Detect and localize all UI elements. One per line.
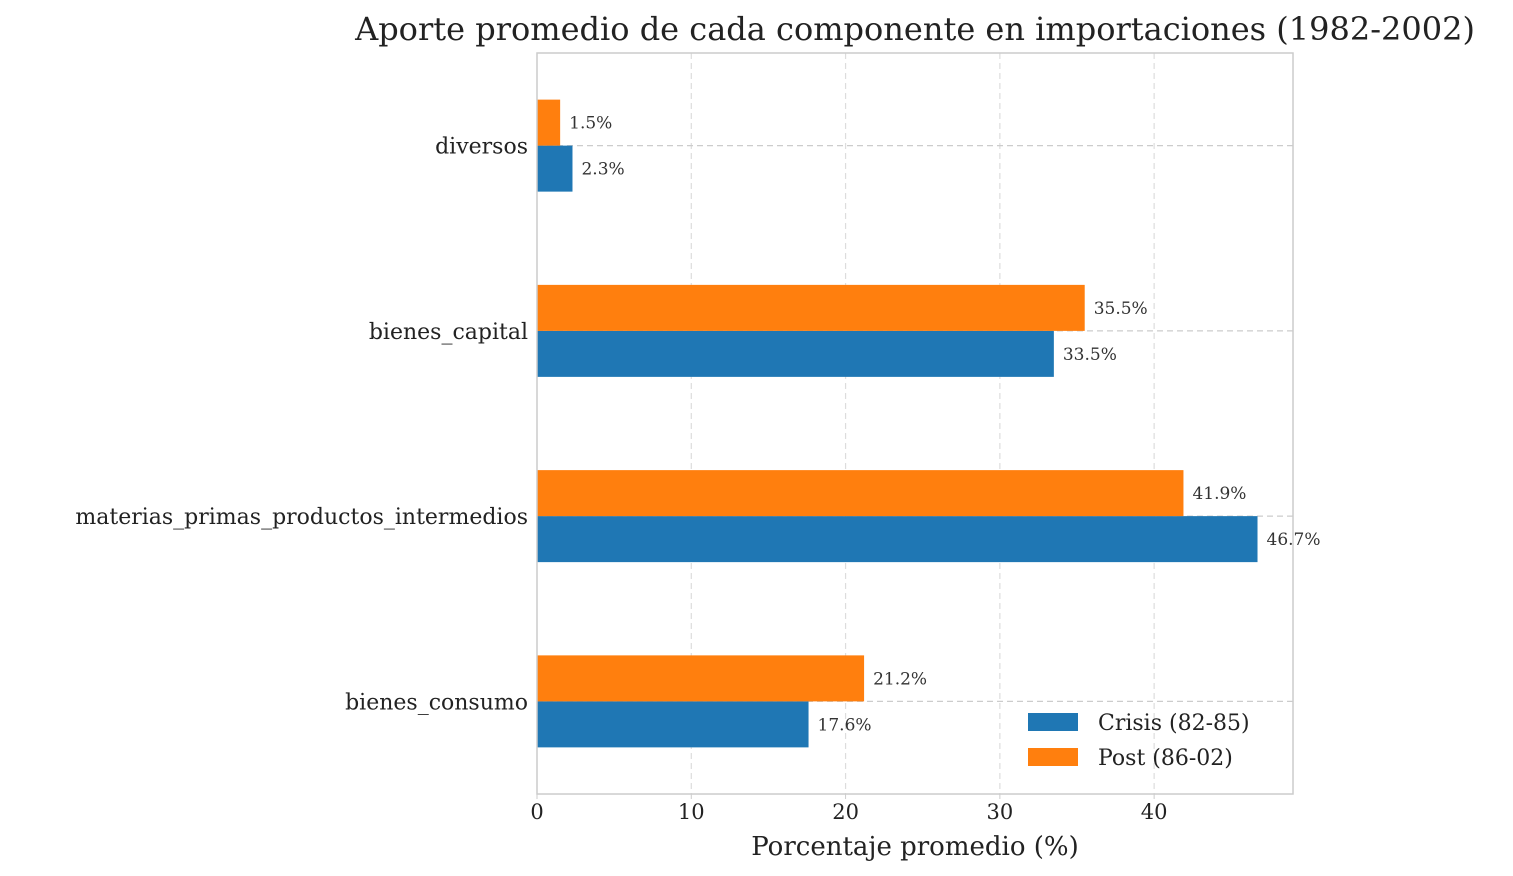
x-tick-label: 30 [986, 800, 1013, 824]
y-tick-label: bienes_capital [369, 320, 528, 345]
bar [537, 701, 809, 748]
x-tick-label: 0 [530, 800, 543, 824]
data-label: 33.5% [1063, 345, 1117, 365]
bars: 2.3%1.5%33.5%35.5%46.7%41.9%17.6%21.2% [537, 99, 1321, 748]
y-axis: diversos bienes_capital materias_primas_pr… [75, 135, 528, 716]
legend-swatch [1028, 713, 1078, 731]
bar [537, 655, 865, 702]
data-label: 35.5% [1094, 299, 1148, 319]
legend: Crisis (82-85) Post (86-02) [1028, 711, 1250, 771]
y-tick-label: bienes_consumo [345, 690, 528, 715]
x-tick-label: 40 [1141, 800, 1168, 824]
legend-label: Post (86-02) [1098, 746, 1233, 771]
bar [537, 284, 1085, 331]
data-label: 41.9% [1192, 484, 1246, 504]
bar [537, 516, 1258, 563]
legend-swatch [1028, 748, 1078, 766]
data-label: 21.2% [873, 669, 927, 689]
bar [537, 470, 1184, 517]
y-tick-label: diversos [435, 135, 528, 160]
bar [537, 145, 573, 192]
x-tick-label: 20 [832, 800, 859, 824]
data-label: 2.3% [581, 160, 624, 180]
legend-label: Crisis (82-85) [1098, 711, 1250, 736]
plot-frame [536, 52, 1294, 795]
y-tick-label: materias_primas_productos_intermedios [75, 505, 528, 530]
x-tick-label: 10 [678, 800, 705, 824]
data-label: 17.6% [818, 715, 872, 735]
bar [537, 330, 1054, 377]
x-axis-label: Porcentaje promedio (%) [751, 832, 1079, 862]
chart-title: Aporte promedio de cada componente en im… [354, 10, 1475, 48]
data-label: 1.5% [569, 114, 612, 134]
bar [537, 99, 561, 146]
x-axis: 0 10 20 30 40 [530, 794, 1168, 824]
